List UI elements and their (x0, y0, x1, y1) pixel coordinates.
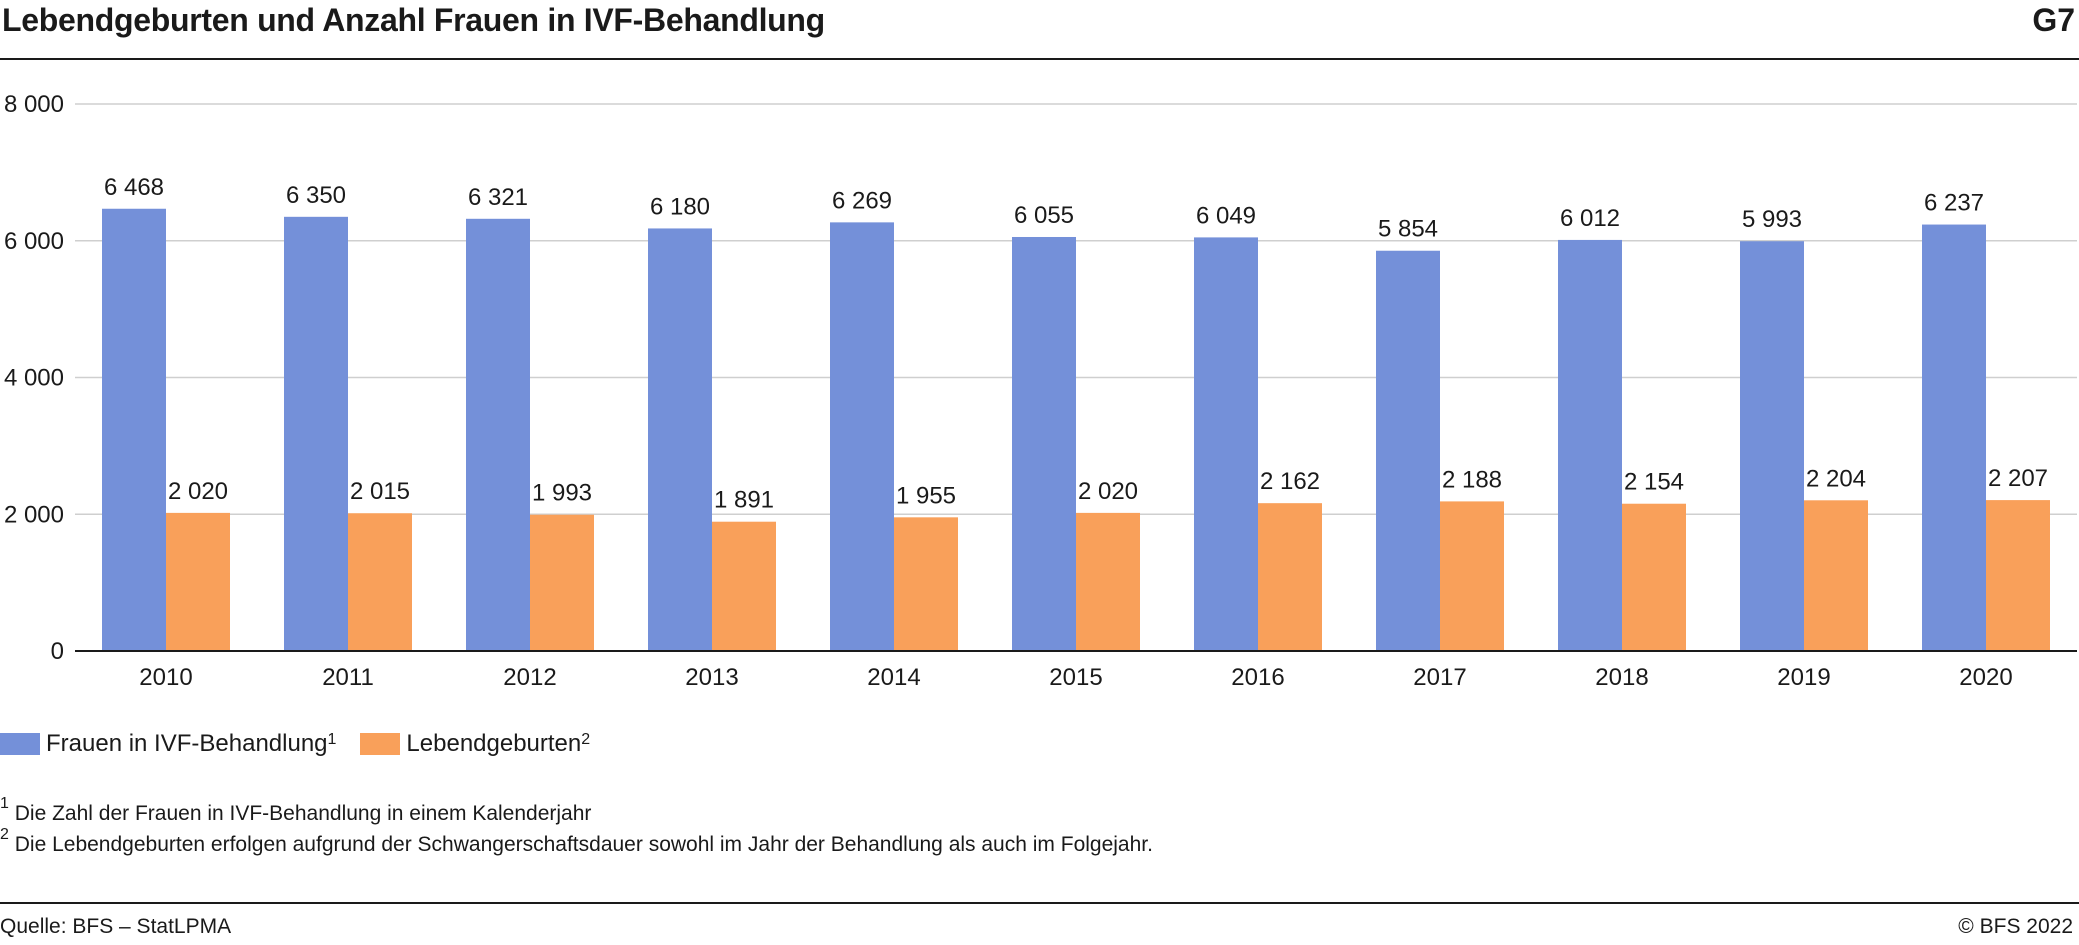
footnotes: 1 Die Zahl der Frauen in IVF-Behandlung … (0, 795, 1153, 860)
data-label-ivf-2016: 6 049 (1196, 202, 1256, 229)
y-tick-label-6000: 6 000 (4, 228, 64, 255)
bar-births-2010 (166, 512, 230, 651)
legend-item-births: Lebendgeburten 2 (360, 730, 590, 758)
bar-births-2020 (1986, 500, 2050, 651)
legend-label-ivf: Frauen in IVF-Behandlung (46, 730, 328, 757)
chart-title: Lebendgeburten und Anzahl Frauen in IVF-… (2, 2, 825, 38)
bar-ivf-2012 (466, 218, 530, 651)
bar-births-2016 (1258, 503, 1322, 651)
source-note: Quelle: BFS – StatLPMA (0, 915, 232, 938)
y-tick-label-0: 0 (51, 638, 64, 665)
bar-births-2019 (1804, 500, 1868, 651)
footnote-2-text: Die Lebendgeburten erfolgen aufgrund der… (14, 833, 1153, 856)
x-tick-label-2017: 2017 (1413, 664, 1466, 691)
data-label-births-2015: 2 020 (1078, 478, 1138, 505)
legend: Frauen in IVF-Behandlung 1 Lebendgeburten… (0, 730, 614, 758)
data-label-births-2011: 2 015 (350, 478, 410, 505)
data-label-ivf-2014: 6 269 (832, 187, 892, 214)
data-label-births-2012: 1 993 (532, 480, 592, 507)
legend-swatch-ivf (0, 733, 40, 755)
footnote-1: 1 Die Zahl der Frauen in IVF-Behandlung … (0, 795, 1153, 829)
bar-ivf-2018 (1558, 239, 1622, 651)
x-tick-label-2013: 2013 (685, 664, 738, 691)
bar-ivf-2013 (648, 228, 712, 651)
bar-births-2018 (1622, 503, 1686, 651)
data-label-ivf-2019: 5 993 (1742, 206, 1802, 233)
bar-ivf-2017 (1376, 250, 1440, 651)
data-label-ivf-2017: 5 854 (1378, 216, 1438, 243)
legend-item-ivf: Frauen in IVF-Behandlung 1 (0, 730, 336, 758)
bar-births-2012 (530, 514, 594, 651)
data-label-ivf-2011: 6 350 (286, 182, 346, 209)
footnote-1-text: Die Zahl der Frauen in IVF-Behandlung in… (14, 802, 592, 825)
footnote-1-num: 1 (0, 795, 9, 812)
y-tick-label-8000: 8 000 (4, 91, 64, 118)
y-tick-label-4000: 4 000 (4, 365, 64, 392)
legend-swatch-births (360, 733, 401, 755)
data-label-births-2010: 2 020 (168, 478, 228, 505)
bottom-rule (0, 902, 2079, 904)
y-tick-label-2000: 2 000 (4, 501, 64, 528)
data-label-ivf-2013: 6 180 (650, 193, 710, 220)
bar-ivf-2016 (1194, 237, 1258, 651)
bar-births-2014 (894, 517, 958, 651)
data-label-ivf-2010: 6 468 (104, 174, 164, 201)
data-label-ivf-2018: 6 012 (1560, 205, 1620, 232)
bar-chart: 0 2 000 4 000 6 000 8 000 6 468 2 020 2010 6 350… (4, 91, 2077, 691)
bar-ivf-2010 (102, 208, 166, 652)
data-label-ivf-2020: 6 237 (1924, 190, 1984, 217)
legend-label-births: Lebendgeburten (406, 730, 582, 757)
bar-ivf-2015 (1012, 236, 1076, 651)
data-label-births-2018: 2 154 (1624, 469, 1684, 496)
x-tick-label-2015: 2015 (1049, 664, 1102, 691)
data-label-births-2019: 2 204 (1806, 465, 1866, 492)
footnote-2-num: 2 (0, 826, 9, 843)
x-tick-label-2010: 2010 (139, 664, 192, 691)
bar-births-2013 (712, 521, 776, 651)
data-label-births-2016: 2 162 (1260, 468, 1320, 495)
chart-code: G7 (2032, 2, 2075, 38)
x-tick-label-2016: 2016 (1231, 664, 1284, 691)
data-label-births-2014: 1 955 (896, 482, 956, 509)
x-tick-label-2011: 2011 (322, 664, 374, 691)
x-tick-label-2019: 2019 (1777, 664, 1830, 691)
data-label-ivf-2012: 6 321 (468, 184, 528, 211)
x-tick-label-2018: 2018 (1595, 664, 1648, 691)
copyright-note: © BFS 2022 (1958, 915, 2073, 938)
x-tick-label-2012: 2012 (503, 664, 556, 691)
x-tick-label-2020: 2020 (1959, 664, 2012, 691)
data-label-ivf-2015: 6 055 (1014, 202, 1074, 229)
bar-births-2011 (348, 513, 412, 651)
bar-births-2015 (1076, 512, 1140, 651)
top-rule (0, 58, 2079, 60)
bar-births-2017 (1440, 501, 1504, 651)
x-tick-label-2014: 2014 (867, 664, 920, 691)
bar-ivf-2011 (284, 216, 348, 651)
data-label-births-2017: 2 188 (1442, 466, 1502, 493)
bar-ivf-2019 (1740, 241, 1804, 651)
bar-ivf-2020 (1922, 224, 1986, 652)
bar-ivf-2014 (830, 222, 894, 652)
data-label-births-2020: 2 207 (1988, 465, 2048, 492)
data-label-births-2013: 1 891 (714, 487, 774, 514)
footnote-2: 2 Die Lebendgeburten erfolgen aufgrund d… (0, 826, 1153, 860)
